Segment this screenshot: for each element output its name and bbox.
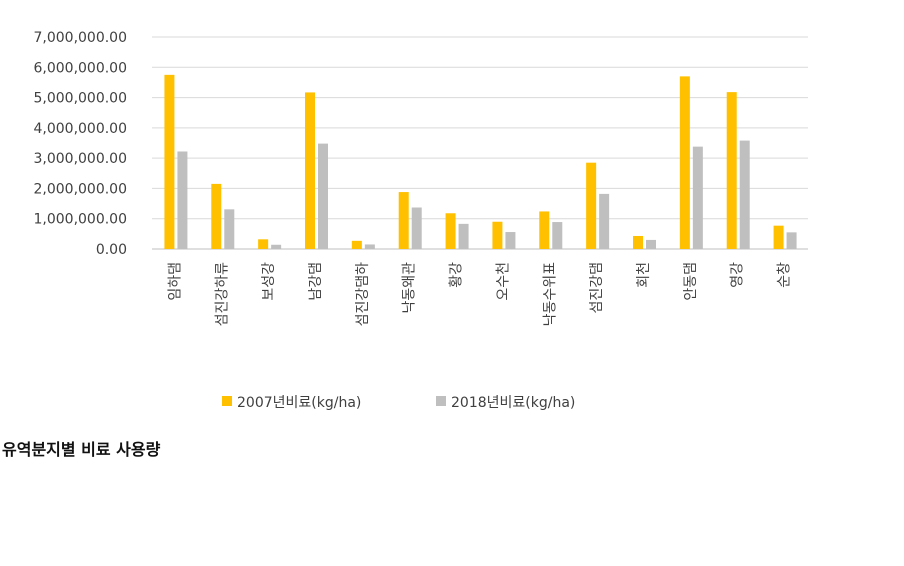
- bar-2007-7: [445, 213, 456, 249]
- y-tick-label: 0.00: [96, 242, 127, 258]
- x-category-label: 섬진강댐: [589, 262, 605, 314]
- bar-2018-5: [364, 244, 375, 249]
- bar-2018-8: [505, 232, 516, 249]
- x-category-label: 낙동수위표: [542, 262, 558, 327]
- bar-2007-4: [305, 92, 315, 250]
- x-category-label: 황강: [449, 262, 465, 288]
- y-tick-label: 3,000,000.00: [33, 151, 127, 167]
- legend: 2007년비료(kg/ha) 2018년비료(kg/ha): [222, 395, 575, 411]
- x-category-label: 순창: [777, 262, 793, 288]
- bar-2018-10: [599, 193, 610, 249]
- bar-2007-8: [492, 221, 503, 249]
- bar-2007-13: [726, 92, 737, 250]
- x-axis: 임하댐 섬진강하류 보성강 남강댐 섬진강댐하 낙동왜관 황강 오수천 낙동수위표 섬진강댐 회천 안…: [167, 262, 792, 327]
- y-axis: 0.00 1,000,000.00 2,000,000.00 3,000,000.00…: [33, 30, 127, 258]
- y-tick-label: 6,000,000.00: [33, 60, 127, 76]
- x-category-label: 영강: [730, 262, 746, 288]
- bar-2018-11: [646, 239, 656, 249]
- bar-2018-7: [458, 223, 469, 249]
- bar-2018-12: [692, 146, 703, 249]
- x-category-label: 오수천: [495, 262, 511, 301]
- x-category-label: 섬진강하류: [214, 262, 230, 327]
- bar-2007-3: [258, 239, 269, 249]
- bar-2018-4: [318, 143, 328, 249]
- x-category-label: 안동댐: [683, 262, 699, 301]
- y-tick-label: 7,000,000.00: [33, 30, 127, 46]
- bars: [164, 74, 797, 250]
- x-category-label: 보성강: [261, 262, 277, 301]
- bar-2018-13: [739, 140, 750, 249]
- bar-2018-3: [271, 244, 282, 249]
- legend-swatch-2007: [222, 396, 232, 406]
- bar-2007-1: [164, 74, 175, 249]
- bar-chart: 0.00 1,000,000.00 2,000,000.00 3,000,000.00…: [33, 30, 808, 411]
- bar-2018-1: [177, 151, 188, 249]
- bar-2007-11: [633, 235, 643, 249]
- x-category-label: 임하댐: [167, 262, 183, 301]
- y-tick-label: 2,000,000.00: [33, 181, 127, 197]
- x-category-label: 낙동왜관: [402, 262, 418, 314]
- bar-2007-14: [773, 225, 784, 249]
- x-category-label: 회천: [636, 262, 652, 288]
- bar-2018-2: [224, 209, 235, 249]
- bar-2007-12: [679, 76, 690, 249]
- y-tick-label: 4,000,000.00: [33, 121, 127, 137]
- gridlines: [152, 36, 808, 250]
- bar-2007-5: [351, 240, 362, 249]
- bar-2007-2: [211, 183, 222, 249]
- y-tick-label: 1,000,000.00: [33, 212, 127, 228]
- x-category-label: 섬진강댐하: [355, 262, 371, 327]
- bar-2018-9: [552, 222, 563, 249]
- figure-caption: 유역분지별 비료 사용량: [2, 440, 161, 459]
- bar-2007-6: [398, 192, 409, 249]
- legend-label-2018: 2018년비료(kg/ha): [451, 395, 575, 411]
- legend-swatch-2018: [436, 396, 446, 406]
- bar-2007-9: [539, 211, 550, 249]
- bar-2018-6: [411, 207, 422, 249]
- x-category-label: 남강댐: [308, 262, 324, 301]
- bar-2018-14: [786, 232, 797, 249]
- bar-2007-10: [586, 162, 597, 249]
- legend-label-2007: 2007년비료(kg/ha): [237, 395, 361, 411]
- y-tick-label: 5,000,000.00: [33, 91, 127, 107]
